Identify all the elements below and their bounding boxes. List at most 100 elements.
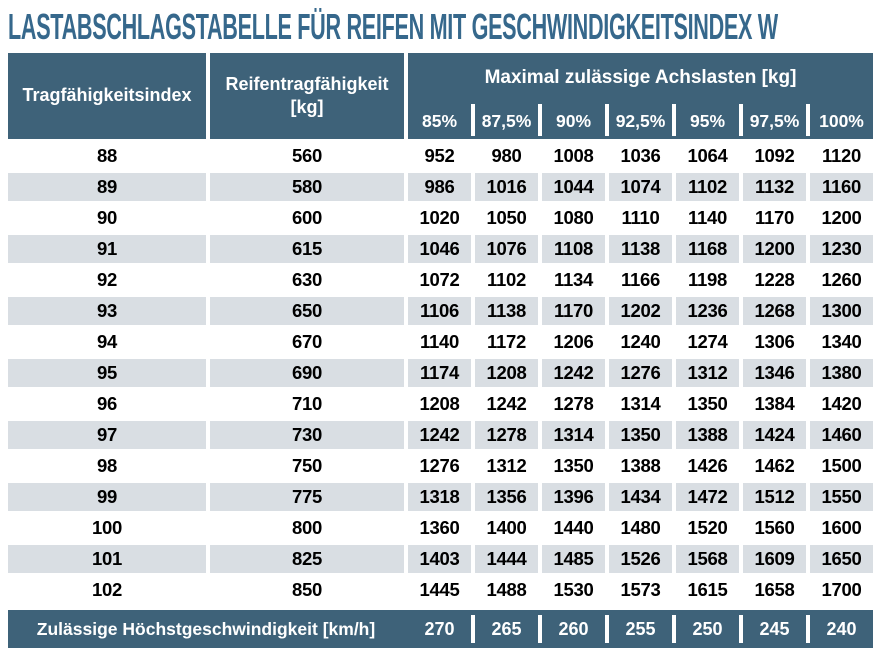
- header-axle-loads: Maximal zulässige Achslasten [kg]: [484, 67, 797, 88]
- axle-load-cell: 1340: [810, 328, 873, 356]
- axle-load-cell: 1512: [743, 483, 806, 511]
- load-index-cell: 102: [8, 576, 206, 604]
- axle-load-cell: 1166: [609, 266, 672, 294]
- axle-load-cell: 1276: [408, 452, 471, 480]
- axle-load-cell: 1036: [609, 142, 672, 170]
- load-index-cell: 99: [8, 483, 206, 511]
- axle-load-cell: 1550: [810, 483, 873, 511]
- tire-capacity-cell: 615: [210, 235, 404, 263]
- percent-header: 92,5%: [605, 103, 672, 139]
- axle-load-cell: 1350: [676, 390, 739, 418]
- load-index-cell: 90: [8, 204, 206, 232]
- axle-load-cell: 1242: [408, 421, 471, 449]
- header-axle-loads-group: Maximal zulässige Achslasten [kg] 85% 87,…: [408, 53, 873, 139]
- footer-max-speed-label: Zulässige Höchstgeschwindigkeit [km/h]: [36, 618, 376, 639]
- axle-load-cell: 1312: [475, 452, 538, 480]
- axle-load-cell: 1134: [542, 266, 605, 294]
- axle-load-cell: 1080: [542, 204, 605, 232]
- axle-load-cell: 1388: [676, 421, 739, 449]
- axle-load-cell: 1400: [475, 514, 538, 542]
- axle-load-cell: 1488: [475, 576, 538, 604]
- axle-load-cell: 1278: [542, 390, 605, 418]
- axle-load-cell: 1530: [542, 576, 605, 604]
- axle-load-cell: 1350: [609, 421, 672, 449]
- axle-load-cell: 1380: [810, 359, 873, 387]
- axle-load-cell: 1140: [676, 204, 739, 232]
- axle-load-cell: 1314: [542, 421, 605, 449]
- axle-load-cell: 1360: [408, 514, 471, 542]
- load-reduction-table: Tragfähigkeitsindex Reifentragfähigkeit …: [8, 53, 873, 648]
- axle-load-cell: 1236: [676, 297, 739, 325]
- axle-load-cell: 1102: [475, 266, 538, 294]
- axle-load-cell: 1388: [609, 452, 672, 480]
- axle-load-cell: 1426: [676, 452, 739, 480]
- axle-load-cell: 1314: [609, 390, 672, 418]
- load-index-cell: 88: [8, 142, 206, 170]
- axle-load-cell: 1424: [743, 421, 806, 449]
- axle-load-cell: 1609: [743, 545, 806, 573]
- tire-capacity-cell: 670: [210, 328, 404, 356]
- axle-load-cell: 1138: [609, 235, 672, 263]
- axle-load-cell: 1318: [408, 483, 471, 511]
- axle-load-cell: 1396: [542, 483, 605, 511]
- axle-load-cell: 1500: [810, 452, 873, 480]
- footer-speed: 250: [672, 610, 739, 648]
- axle-load-cell: 1384: [743, 390, 806, 418]
- percent-row: 85% 87,5% 90% 92,5% 95% 97,5% 100%: [408, 103, 873, 139]
- axle-load-cell: 1170: [542, 297, 605, 325]
- axle-load-cell: 1074: [609, 173, 672, 201]
- axle-load-cell: 1108: [542, 235, 605, 263]
- percent-header: 100%: [806, 103, 873, 139]
- tire-capacity-cell: 560: [210, 142, 404, 170]
- axle-load-cell: 1044: [542, 173, 605, 201]
- axle-load-cell: 952: [408, 142, 471, 170]
- axle-load-cell: 1132: [743, 173, 806, 201]
- table-header: Tragfähigkeitsindex Reifentragfähigkeit …: [8, 53, 873, 139]
- axle-load-cell: 1016: [475, 173, 538, 201]
- axle-load-cell: 1444: [475, 545, 538, 573]
- load-index-cell: 100: [8, 514, 206, 542]
- axle-load-cell: 1008: [542, 142, 605, 170]
- footer-speed: 240: [806, 610, 873, 648]
- load-index-cell: 91: [8, 235, 206, 263]
- tire-capacity-cell: 690: [210, 359, 404, 387]
- axle-load-cell: 1520: [676, 514, 739, 542]
- footer-speed: 255: [605, 610, 672, 648]
- axle-load-cell: 1615: [676, 576, 739, 604]
- axle-load-cell: 1206: [542, 328, 605, 356]
- axle-load-cell: 1462: [743, 452, 806, 480]
- axle-load-cell: 1064: [676, 142, 739, 170]
- axle-load-cell: 1172: [475, 328, 538, 356]
- axle-load-cell: 1260: [810, 266, 873, 294]
- axle-load-cell: 1120: [810, 142, 873, 170]
- axle-load-cell: 1240: [609, 328, 672, 356]
- axle-load-cell: 1208: [408, 390, 471, 418]
- tire-capacity-cell: 600: [210, 204, 404, 232]
- table-body: 88 560 952 980 1008 1036 1064 1092 1120 89 580 986 1…: [8, 142, 873, 604]
- axle-load-cell: 1168: [676, 235, 739, 263]
- axle-load-cell: 986: [408, 173, 471, 201]
- axle-load-cell: 1485: [542, 545, 605, 573]
- load-index-cell: 97: [8, 421, 206, 449]
- tire-capacity-cell: 800: [210, 514, 404, 542]
- percent-header: 85%: [421, 110, 458, 131]
- percent-header: 97,5%: [739, 103, 806, 139]
- axle-load-cell: 1102: [676, 173, 739, 201]
- axle-load-cell: 1346: [743, 359, 806, 387]
- header-load-index: Tragfähigkeitsindex: [8, 53, 206, 139]
- axle-load-cell: 1160: [810, 173, 873, 201]
- axle-load-cell: 1198: [676, 266, 739, 294]
- axle-load-cell: 1110: [609, 204, 672, 232]
- axle-load-cell: 1242: [542, 359, 605, 387]
- load-index-cell: 98: [8, 452, 206, 480]
- table-footer: Zulässige Höchstgeschwindigkeit [km/h] 2…: [8, 610, 873, 648]
- axle-load-cell: 1274: [676, 328, 739, 356]
- axle-load-cell: 1276: [609, 359, 672, 387]
- load-index-cell: 89: [8, 173, 206, 201]
- load-index-cell: 92: [8, 266, 206, 294]
- axle-load-cell: 1046: [408, 235, 471, 263]
- axle-load-cell: 1573: [609, 576, 672, 604]
- axle-load-cell: 1658: [743, 576, 806, 604]
- axle-load-cell: 1403: [408, 545, 471, 573]
